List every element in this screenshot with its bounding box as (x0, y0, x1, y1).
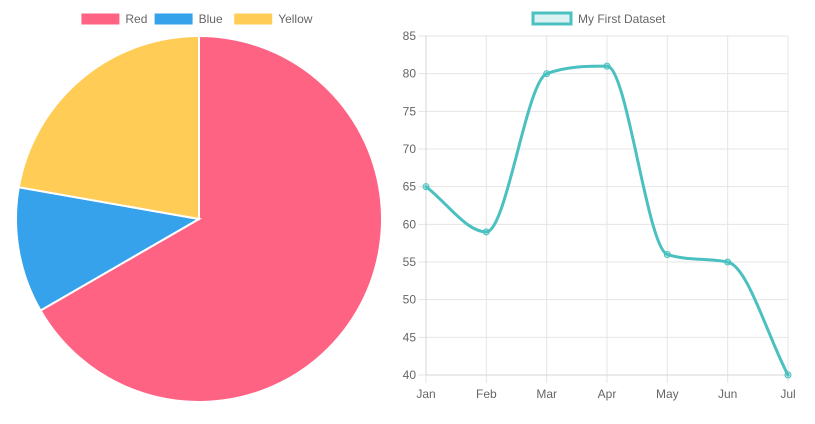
line-legend: My First Dataset (531, 11, 666, 26)
data-point-feb[interactable] (482, 228, 490, 236)
x-tick-feb: Feb (476, 387, 497, 401)
x-tick-mar: Mar (536, 387, 557, 401)
x-tick-apr: Apr (598, 387, 617, 401)
data-point-mar[interactable] (543, 70, 551, 78)
legend-item-red[interactable]: Red (81, 12, 147, 26)
x-tick-jul: Jul (780, 387, 795, 401)
y-tick-45: 45 (403, 330, 417, 344)
y-tick-75: 75 (403, 104, 417, 118)
series-line-my-first-dataset (424, 64, 790, 377)
line-series (424, 64, 790, 377)
y-tick-40: 40 (403, 368, 417, 382)
pie-legend: Red Blue Yellow (81, 12, 313, 26)
line-axes: 40 45 50 55 60 65 70 75 80 85 Jan Feb Mar Apr May Jun Ju… (403, 29, 796, 401)
data-point-jun[interactable] (724, 258, 732, 266)
data-point-apr[interactable] (603, 62, 611, 70)
data-point-jul[interactable] (784, 371, 792, 379)
y-tick-65: 65 (403, 180, 417, 194)
y-tick-60: 60 (403, 217, 417, 231)
line-grid (418, 35, 789, 383)
legend-item-yellow[interactable]: Yellow (234, 12, 313, 26)
legend-item-blue[interactable]: Blue (154, 12, 223, 26)
legend-swatch-red (81, 13, 120, 25)
legend-label-blue: Blue (199, 12, 223, 26)
legend-swatch-my-first-dataset (531, 11, 573, 26)
data-point-jan[interactable] (422, 183, 430, 191)
legend-label-red: Red (125, 12, 147, 26)
y-tick-70: 70 (403, 142, 417, 156)
x-tick-jan: Jan (416, 387, 435, 401)
legend-item-my-first-dataset[interactable]: My First Dataset (531, 11, 666, 26)
pie-slice-red[interactable] (39, 34, 383, 403)
y-tick-80: 80 (403, 67, 417, 81)
legend-label-my-first-dataset: My First Dataset (578, 12, 666, 26)
x-tick-may: May (656, 387, 679, 401)
y-tick-55: 55 (403, 255, 417, 269)
y-tick-85: 85 (403, 29, 417, 43)
legend-swatch-blue (154, 13, 193, 25)
line-points (422, 62, 792, 379)
pie-slices (15, 34, 383, 403)
legend-label-yellow: Yellow (278, 12, 313, 26)
data-point-may[interactable] (663, 250, 671, 258)
legend-swatch-yellow (234, 13, 273, 25)
y-tick-50: 50 (403, 293, 417, 307)
x-tick-jun: Jun (718, 387, 737, 401)
pie-slice-blue[interactable] (15, 186, 202, 312)
pie-slice-yellow[interactable] (17, 34, 200, 221)
